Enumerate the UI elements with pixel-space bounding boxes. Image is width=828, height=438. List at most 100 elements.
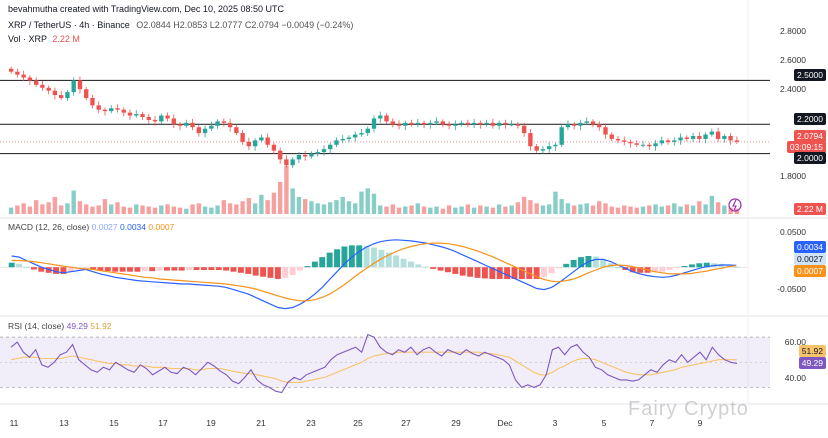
candle-body bbox=[227, 122, 233, 128]
rsi-ma-legend-value: 51.92 bbox=[90, 321, 112, 331]
macd-histogram-bar bbox=[393, 255, 400, 268]
candle-body bbox=[378, 115, 383, 119]
macd-histogram-bar bbox=[570, 259, 577, 268]
candle-body bbox=[534, 146, 539, 151]
candle-body bbox=[190, 122, 195, 128]
rsi-ma-tag: 51.92 bbox=[798, 345, 826, 357]
macd-label[interactable]: MACD (12, 26, close) 0.0027 0.0034 0.000… bbox=[8, 222, 174, 232]
volume-bar bbox=[346, 201, 352, 214]
macd-histogram-bar bbox=[215, 267, 222, 270]
candle-body bbox=[653, 143, 658, 147]
macd-histogram-bar bbox=[104, 267, 111, 272]
candle-body bbox=[609, 134, 614, 139]
volume-bar bbox=[597, 201, 602, 214]
volume-bar bbox=[446, 205, 452, 214]
candle-body bbox=[722, 136, 727, 139]
candle-body bbox=[690, 136, 696, 139]
candle-body bbox=[21, 74, 26, 78]
volume-bar bbox=[365, 188, 370, 214]
candle-body bbox=[440, 121, 446, 125]
macd-title: MACD (12, 26, close) bbox=[8, 222, 90, 232]
macd-tag: 0.0034 bbox=[794, 241, 826, 253]
candle-body bbox=[590, 121, 596, 125]
candle-body bbox=[634, 143, 639, 145]
hist-tag: 0.0007 bbox=[794, 265, 826, 277]
candle-body bbox=[515, 124, 521, 126]
macd-histogram-bar bbox=[541, 267, 548, 278]
candle-body bbox=[8, 68, 14, 72]
volume-bar bbox=[684, 204, 690, 214]
candle-body bbox=[371, 118, 377, 129]
volume-bar bbox=[190, 204, 195, 214]
volume-bar bbox=[459, 206, 464, 214]
candle-body bbox=[315, 152, 320, 154]
volume-bar bbox=[334, 200, 339, 214]
candle-body bbox=[528, 133, 533, 147]
level-tag-2-5: 2.5000 bbox=[794, 69, 826, 81]
candle-body bbox=[484, 122, 489, 125]
rsi-tick-40: 40.00 bbox=[784, 373, 806, 383]
macd-histogram-bar bbox=[563, 263, 570, 268]
macd-line bbox=[11, 239, 737, 310]
volume-label[interactable]: Vol · XRP bbox=[8, 34, 47, 44]
candle-body bbox=[321, 149, 327, 153]
rsi-label[interactable]: RSI (14, close) 49.29 51.92 bbox=[8, 321, 112, 331]
macd-histogram-bar bbox=[112, 267, 119, 272]
candle-body bbox=[390, 121, 395, 125]
signal-line bbox=[11, 242, 737, 302]
volume-bar bbox=[378, 205, 383, 214]
volume-bar bbox=[384, 206, 389, 214]
macd-histogram-bar bbox=[666, 267, 673, 270]
candle-body bbox=[434, 121, 439, 123]
macd-histogram-bar bbox=[38, 267, 45, 272]
candle-body bbox=[284, 159, 289, 166]
candle-body bbox=[71, 80, 76, 93]
candle-body bbox=[509, 124, 514, 126]
macd-histogram-bar bbox=[164, 267, 170, 271]
volume-bar bbox=[653, 204, 658, 214]
macd-histogram-bar bbox=[385, 252, 392, 268]
macd-histogram-bar bbox=[282, 267, 289, 278]
volume-bar bbox=[715, 202, 721, 214]
volume-bar bbox=[284, 166, 289, 214]
candle-body bbox=[259, 137, 264, 141]
rsi-title: RSI (14, close) bbox=[8, 321, 65, 331]
candle-body bbox=[615, 138, 621, 141]
candle-body bbox=[90, 98, 95, 106]
candle-body bbox=[496, 122, 502, 126]
candle-body bbox=[165, 115, 170, 119]
candle-body bbox=[346, 137, 352, 139]
candle-body bbox=[252, 140, 258, 147]
macd-histogram-bar bbox=[437, 267, 444, 271]
macd-histogram-bar bbox=[615, 267, 621, 269]
candle-body bbox=[584, 121, 589, 123]
macd-histogram-bar bbox=[53, 267, 60, 274]
macd-histogram-bar bbox=[363, 245, 370, 268]
macd-histogram-bar bbox=[422, 266, 429, 268]
symbol-line: XRP / TetherUS · 4h · Binance O2.0844 H2… bbox=[8, 20, 353, 30]
volume-bar bbox=[134, 204, 139, 214]
candle-body bbox=[15, 71, 20, 75]
volume-bar bbox=[127, 207, 133, 214]
volume-bar bbox=[578, 204, 583, 214]
volume-bar bbox=[465, 204, 471, 214]
macd-histogram-bar bbox=[252, 267, 259, 276]
x-tick-label: 3 bbox=[552, 418, 558, 428]
candle-body bbox=[127, 112, 133, 116]
volume-bar bbox=[84, 204, 89, 214]
macd-histogram-bar bbox=[371, 247, 377, 268]
candle-body bbox=[471, 122, 477, 125]
candle-body bbox=[115, 108, 120, 110]
volume-bar bbox=[215, 205, 220, 214]
macd-histogram-bar bbox=[481, 267, 488, 279]
candle-body bbox=[678, 137, 683, 141]
lightning-icon-bolt bbox=[732, 199, 737, 211]
macd-histogram-bar bbox=[193, 267, 200, 270]
volume-bar bbox=[728, 207, 733, 214]
watermark: Fairy Crypto bbox=[628, 398, 749, 420]
macd-histogram-bar bbox=[467, 267, 474, 277]
volume-bar bbox=[221, 200, 227, 214]
symbol-name[interactable]: XRP / TetherUS · 4h · Binance bbox=[8, 20, 130, 30]
volume-bar bbox=[584, 203, 589, 214]
